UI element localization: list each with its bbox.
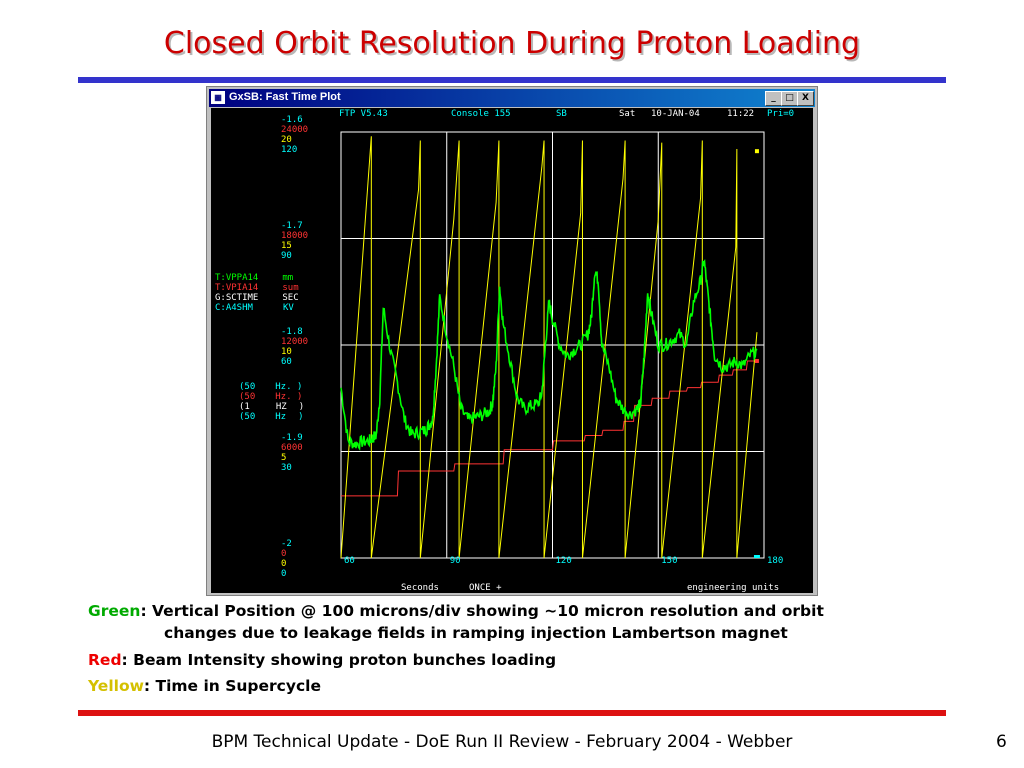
x-axis-unit: Seconds bbox=[401, 583, 439, 593]
caption-sep: : bbox=[121, 651, 128, 669]
device-unit: sum bbox=[282, 283, 299, 293]
units-label: engineering units bbox=[687, 583, 780, 593]
app-icon[interactable]: ▦ bbox=[211, 91, 225, 104]
scale-label: 0 bbox=[281, 569, 287, 579]
series-intensity-line bbox=[341, 360, 757, 497]
scale-label: 12000 bbox=[281, 337, 309, 347]
ftp-version: FTP V5.43 bbox=[339, 109, 388, 119]
page-number: 6 bbox=[996, 732, 1007, 752]
caption-sep: : bbox=[143, 677, 151, 695]
caption-green: Green: Vertical Position @ 100 microns/d… bbox=[88, 602, 824, 620]
rate-value: (50 bbox=[239, 412, 256, 422]
day-label: Sat bbox=[619, 109, 636, 119]
rate-value: (50 bbox=[239, 392, 256, 402]
time-label: 11:22 bbox=[727, 109, 755, 119]
scale-label: 90 bbox=[281, 251, 292, 261]
rate-close: ) bbox=[298, 412, 304, 422]
scale-label: 60 bbox=[281, 357, 292, 367]
x-tick-label: 150 bbox=[661, 556, 678, 566]
slide-footer: BPM Technical Update - DoE Run II Review… bbox=[211, 732, 793, 752]
plot-screen[interactable]: FTP V5.43 Console 155 SB Sat 10-JAN-04 1… bbox=[211, 108, 813, 593]
device-list: T:VPPA14 mm T:VPIA14 sum G:SCTIME SEC C:A4S… bbox=[215, 273, 299, 313]
rate-close: ) bbox=[296, 382, 303, 392]
device-unit: mm bbox=[282, 273, 294, 283]
x-tick-label: 60 bbox=[344, 556, 355, 566]
device-unit: SEC bbox=[282, 293, 299, 303]
scale-label: 120 bbox=[281, 145, 298, 155]
caption-yellow: Yellow: Time in Supercycle bbox=[88, 677, 321, 695]
top-divider bbox=[78, 77, 946, 83]
rate-unit: Hz. bbox=[275, 392, 292, 402]
date-label: 10-JAN-04 bbox=[651, 109, 700, 119]
close-button[interactable]: X bbox=[797, 91, 814, 106]
window-titlebar[interactable]: ▦ GxSB: Fast Time Plot _ □ X bbox=[209, 89, 815, 107]
window-title: GxSB: Fast Time Plot bbox=[229, 91, 341, 103]
rate-close: ) bbox=[296, 392, 303, 402]
priority-label: Pri=0 bbox=[767, 109, 795, 119]
scale-label: -1.8 bbox=[281, 327, 303, 337]
rate-value: (1 bbox=[239, 402, 250, 412]
rate-unit: Hz. bbox=[275, 382, 292, 392]
scale-label: 0 bbox=[281, 549, 287, 559]
device-unit: KV bbox=[282, 303, 294, 313]
scale-label: 6000 bbox=[281, 443, 303, 453]
scale-label: -1.9 bbox=[281, 433, 303, 443]
fast-time-plot-window[interactable]: ▦ GxSB: Fast Time Plot _ □ X FTP V5.43 C… bbox=[206, 86, 818, 596]
series-time-line bbox=[340, 136, 758, 559]
device-name: T:VPIA14 bbox=[215, 283, 259, 293]
scale-label: -1.6 bbox=[281, 115, 303, 125]
cyan-end-marker bbox=[753, 555, 760, 558]
caption-red: Red: Beam Intensity showing proton bunch… bbox=[88, 651, 556, 669]
minimize-button[interactable]: _ bbox=[765, 91, 782, 106]
scale-label: 18000 bbox=[281, 231, 309, 241]
scale-label: 5 bbox=[281, 453, 287, 463]
console-label: Console 155 bbox=[451, 109, 511, 119]
caption-green-continued: changes due to leakage fields in ramping… bbox=[164, 624, 788, 642]
plot-area[interactable] bbox=[211, 108, 813, 593]
scale-label: 24000 bbox=[281, 125, 309, 135]
device-name: T:VPPA14 bbox=[215, 273, 259, 283]
caption-yellow-label: Yellow bbox=[88, 677, 144, 695]
x-tick-label: 120 bbox=[555, 556, 572, 566]
bottom-divider bbox=[78, 710, 946, 716]
scale-label: 10 bbox=[281, 347, 292, 357]
series-time-end-marker bbox=[754, 149, 759, 154]
rate-unit: HZ bbox=[275, 402, 287, 412]
rate-value: (50 bbox=[239, 382, 256, 392]
device-name: G:SCTIME bbox=[215, 293, 259, 303]
series-position-line bbox=[340, 259, 758, 451]
scale-label: 15 bbox=[281, 241, 292, 251]
caption-red-label: Red bbox=[88, 651, 122, 669]
scale-label: 30 bbox=[281, 463, 292, 473]
caption-sep: : bbox=[140, 602, 147, 620]
device-name: C:A4SHM bbox=[215, 303, 253, 313]
scale-label: -2 bbox=[281, 539, 292, 549]
mode-label[interactable]: ONCE + bbox=[469, 583, 502, 593]
caption-yellow-text: Time in Supercycle bbox=[150, 677, 321, 695]
scale-label: 0 bbox=[281, 559, 287, 569]
x-tick-label: 180 bbox=[767, 556, 784, 566]
slide-title: Closed Orbit Resolution During Proton Lo… bbox=[163, 26, 861, 61]
rate-unit: Hz bbox=[275, 412, 287, 422]
scale-label: 20 bbox=[281, 135, 292, 145]
x-tick-label: 90 bbox=[449, 556, 461, 566]
rate-list: (50 Hz. ) (50 Hz. ) (1 HZ) (50 Hz) bbox=[239, 382, 304, 422]
maximize-button[interactable]: □ bbox=[781, 91, 798, 106]
series-intensity-end-marker bbox=[754, 358, 759, 363]
caption-red-text: Beam Intensity showing proton bunches lo… bbox=[127, 651, 557, 669]
caption-green-label: Green bbox=[88, 602, 141, 620]
sb-label: SB bbox=[556, 109, 567, 119]
rate-close: ) bbox=[298, 402, 305, 412]
scale-label: -1.7 bbox=[281, 221, 303, 231]
caption-green-text: Vertical Position @ 100 microns/div show… bbox=[146, 602, 824, 620]
